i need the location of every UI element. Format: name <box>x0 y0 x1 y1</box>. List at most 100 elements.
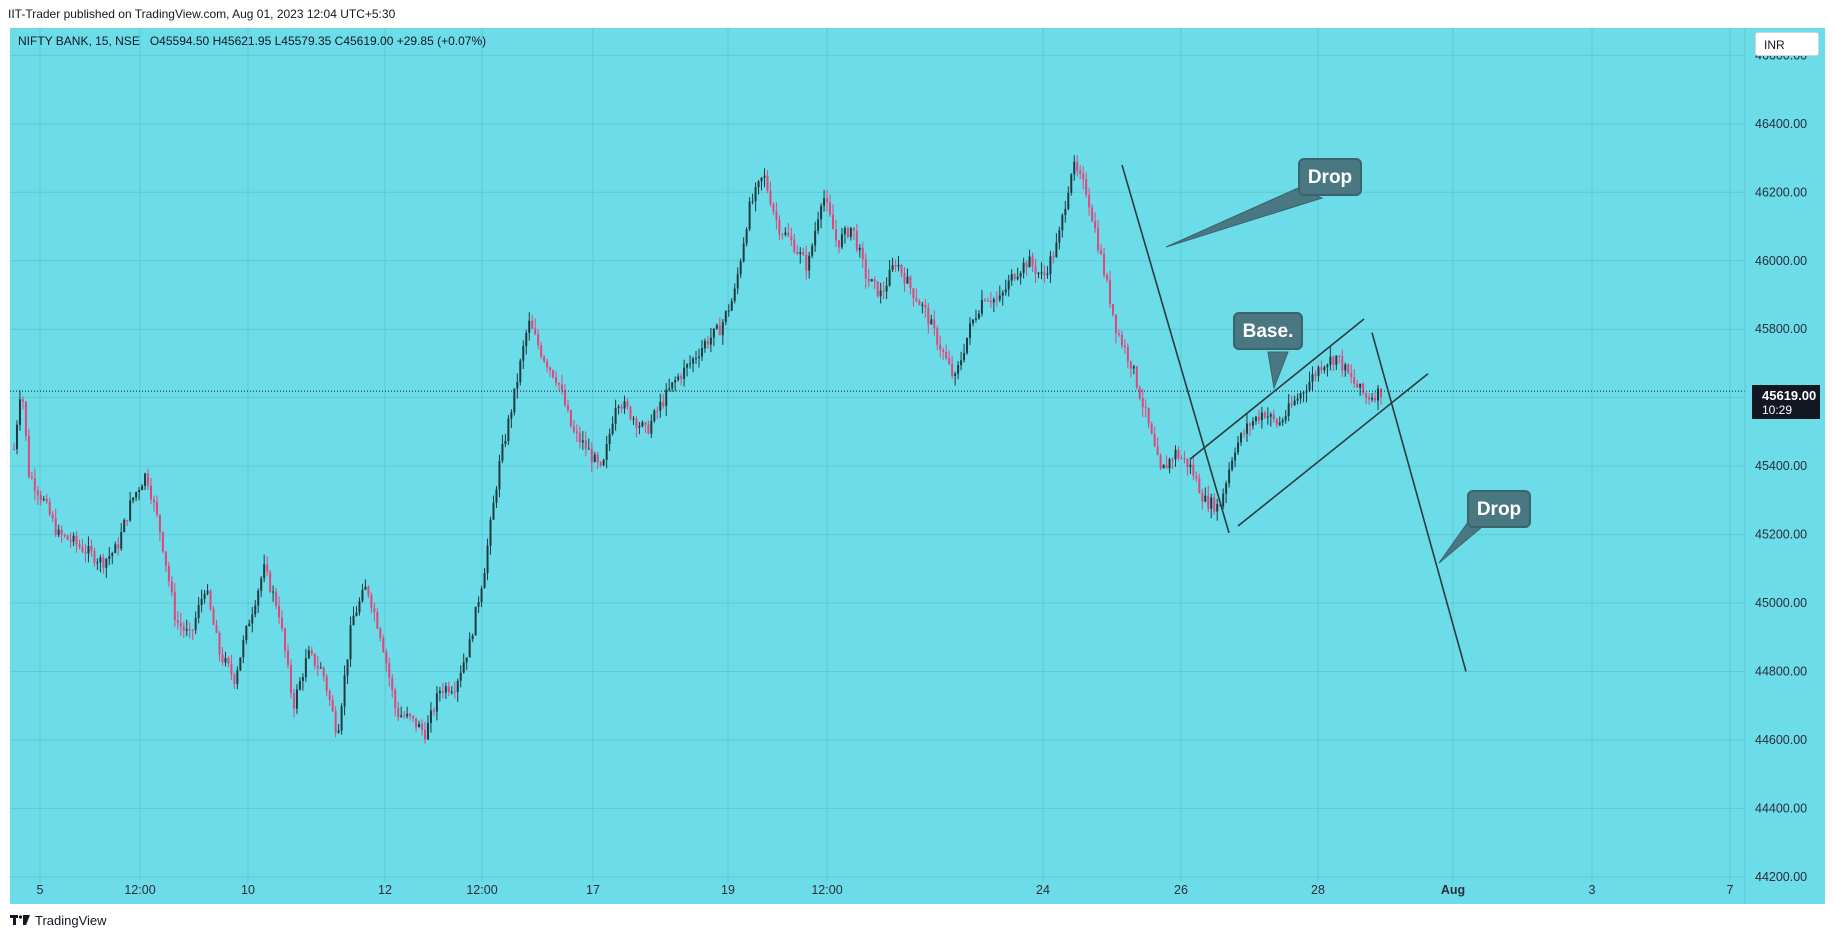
candle <box>703 338 706 353</box>
candle <box>1111 303 1114 317</box>
candle <box>489 516 492 555</box>
currency-button[interactable]: INR <box>1755 32 1819 56</box>
candle <box>555 371 558 387</box>
candle <box>96 558 99 571</box>
candle <box>1347 363 1350 375</box>
candle <box>281 610 284 632</box>
candle <box>626 397 629 410</box>
candle <box>236 666 239 690</box>
candle <box>1189 458 1192 474</box>
price-tick-label: 45000.00 <box>1755 596 1807 610</box>
candle <box>912 287 915 307</box>
symbol-name: NIFTY BANK, 15, NSE <box>18 34 140 48</box>
candle <box>1040 262 1043 280</box>
candle <box>900 264 903 278</box>
candle <box>849 227 852 241</box>
candle <box>304 648 307 682</box>
candle <box>1266 407 1269 425</box>
candle <box>1126 343 1129 369</box>
candle <box>563 383 566 407</box>
chart-area[interactable]: 46600.0046400.0046200.0046000.0045800.00… <box>10 28 1825 904</box>
candle <box>51 510 54 522</box>
candle <box>483 567 486 589</box>
candle <box>1338 355 1341 364</box>
candle <box>1284 410 1287 424</box>
candle <box>149 477 152 505</box>
candle <box>480 585 483 607</box>
candle <box>1216 498 1219 521</box>
candle <box>1162 464 1165 469</box>
candle <box>123 518 126 533</box>
candle <box>543 355 546 364</box>
candle <box>406 706 409 719</box>
candle <box>632 415 635 426</box>
candle <box>1335 355 1338 371</box>
drop-callout-2[interactable]: Drop <box>1467 490 1531 528</box>
candle <box>212 605 215 626</box>
candle <box>1037 271 1040 279</box>
footer-brand: TradingView <box>10 913 107 928</box>
candle <box>656 406 659 420</box>
candle <box>498 454 501 498</box>
candle <box>152 495 155 512</box>
candle <box>1070 173 1073 196</box>
chart-svg[interactable]: 46600.0046400.0046200.0046000.0045800.00… <box>10 28 1825 904</box>
candle <box>1240 432 1243 446</box>
candle <box>826 189 829 212</box>
candle <box>90 539 93 557</box>
candle <box>432 707 435 716</box>
candle <box>1371 392 1374 402</box>
candle <box>989 292 992 308</box>
candle <box>906 268 909 285</box>
time-tick-label: 17 <box>586 883 600 897</box>
candle <box>1192 454 1195 480</box>
candle <box>954 371 957 386</box>
candle <box>260 575 263 598</box>
candle <box>1302 390 1305 403</box>
last-price-value: 45619.00 <box>1762 388 1817 403</box>
candle <box>209 589 212 612</box>
drop-callout-1[interactable]: Drop <box>1298 158 1362 196</box>
candle <box>1222 488 1225 510</box>
candle <box>686 363 689 377</box>
candle <box>1237 436 1240 456</box>
candle <box>1073 155 1076 181</box>
candle <box>1251 417 1254 430</box>
candle <box>1210 493 1213 519</box>
candle <box>63 533 66 538</box>
price-tick-label: 46400.00 <box>1755 117 1807 131</box>
candle <box>42 496 45 502</box>
candle <box>540 341 543 360</box>
candle <box>665 383 668 416</box>
candle <box>263 554 266 583</box>
candle <box>909 275 912 295</box>
candle <box>218 631 221 662</box>
candle <box>1168 457 1171 474</box>
candle <box>322 666 325 682</box>
candle <box>525 329 528 355</box>
candle <box>1245 413 1248 442</box>
candle <box>1275 417 1278 428</box>
price-axis[interactable]: 46600.0046400.0046200.0046000.0045800.00… <box>1744 28 1825 904</box>
candle <box>608 428 611 452</box>
candle <box>1114 314 1117 344</box>
candle <box>87 536 90 563</box>
candle <box>680 373 683 386</box>
candle <box>519 358 522 386</box>
candle <box>206 584 209 596</box>
candle <box>745 227 748 247</box>
time-axis[interactable]: 5 12:00 10 12 12:00 17 19 12:00 24 26 28 Aug 3 7 <box>37 883 1734 897</box>
candle <box>537 329 540 350</box>
candle <box>182 621 185 638</box>
base-callout[interactable]: Base. <box>1233 312 1303 350</box>
candle <box>1123 339 1126 354</box>
candle <box>683 359 686 387</box>
candle <box>590 442 593 472</box>
candle <box>1290 395 1293 409</box>
candle <box>736 267 739 295</box>
candle <box>560 374 563 395</box>
candle <box>1311 366 1314 391</box>
candle <box>1004 279 1007 296</box>
candle <box>1153 426 1156 448</box>
candle <box>203 589 206 604</box>
